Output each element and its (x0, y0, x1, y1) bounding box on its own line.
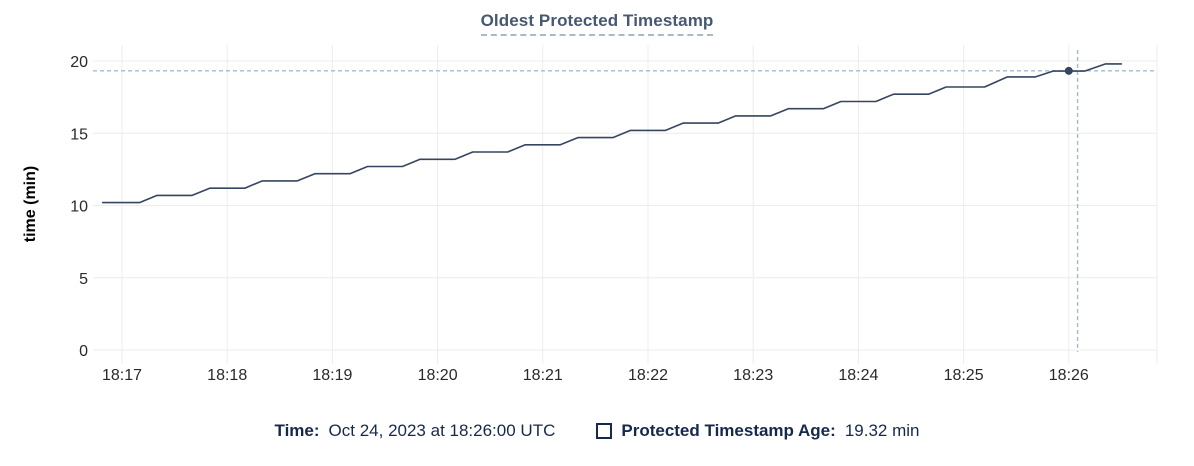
y-tick-label: 15 (70, 126, 88, 143)
line-chart[interactable]: 0 5 10 15 20 18:17 18:18 18:19 18:20 18:21 18:22 18… (0, 0, 1194, 410)
x-tick-label: 18:19 (312, 367, 352, 384)
x-tick-label: 18:25 (944, 367, 984, 384)
series-value: 19.32 min (844, 421, 920, 440)
chart-title[interactable]: Oldest Protected Timestamp (480, 11, 714, 36)
x-tick-label: 18:20 (418, 367, 458, 384)
series-label: Protected Timestamp Age: (621, 421, 836, 440)
y-tick-label: 20 (70, 54, 88, 71)
time-value: Oct 24, 2023 at 18:26:00 UTC (328, 421, 556, 440)
x-tick-label: 18:24 (838, 367, 878, 384)
x-tick-label: 18:22 (628, 367, 668, 384)
x-tick-label: 18:17 (102, 367, 142, 384)
y-axis-label: time (min) (22, 165, 39, 243)
x-tick-label: 18:23 (733, 367, 773, 384)
x-tick-label: 18:21 (523, 367, 563, 384)
hover-point-dot (1064, 66, 1073, 75)
plot-area[interactable] (93, 45, 1157, 364)
series-checkbox-icon[interactable] (596, 423, 613, 439)
chart-title-wrap: Oldest Protected Timestamp (0, 11, 1194, 36)
y-tick-label: 0 (79, 343, 88, 360)
x-tick-label: 18:18 (207, 367, 247, 384)
x-tick-label: 18:26 (1049, 367, 1089, 384)
y-tick-label: 5 (79, 271, 88, 288)
hover-legend-bar: Time: Oct 24, 2023 at 18:26:00 UTC Prote… (0, 421, 1194, 441)
y-tick-label: 10 (70, 199, 88, 216)
time-label: Time: (274, 421, 320, 440)
series-line (101, 63, 1123, 204)
